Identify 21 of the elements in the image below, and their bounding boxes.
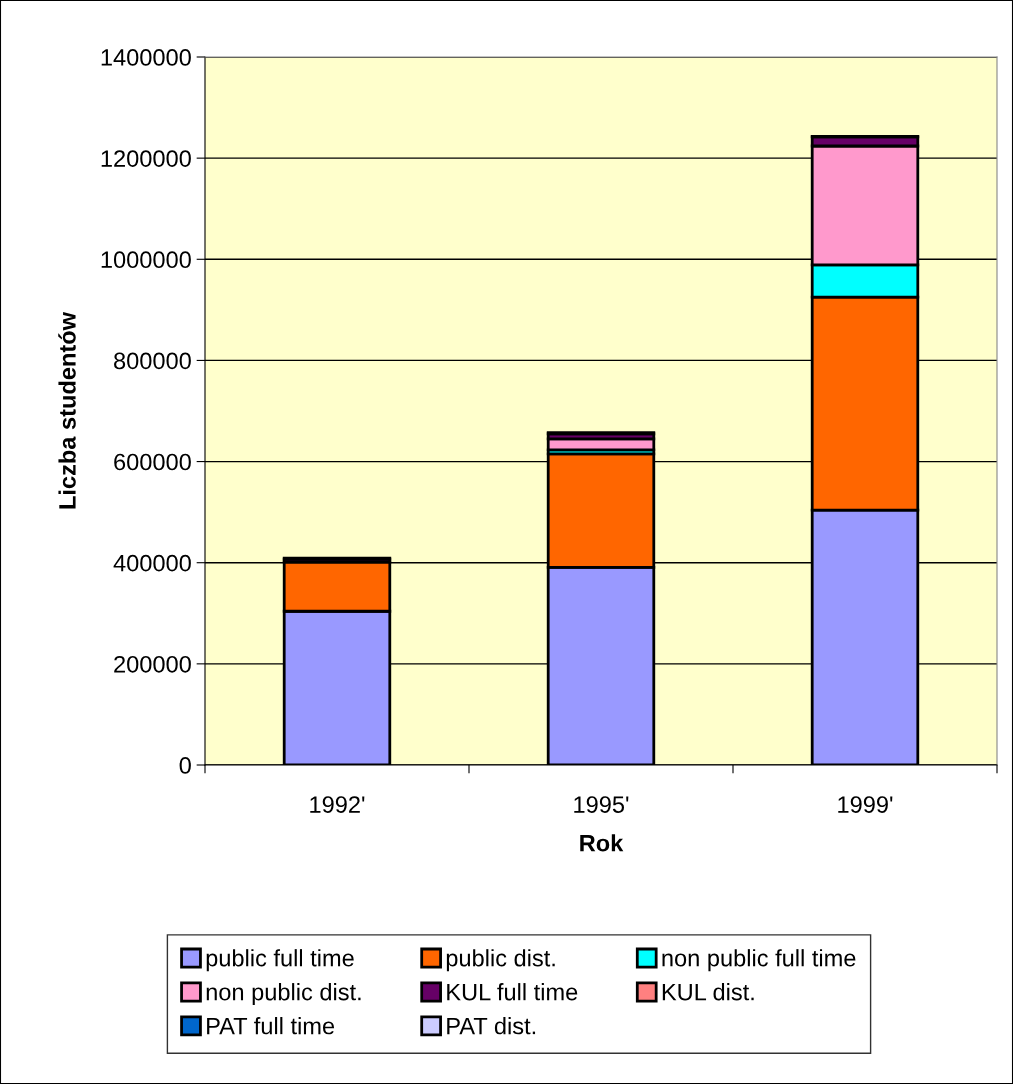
x-tick-label: 1995' [574,796,629,813]
legend-label: non public dist. [206,983,361,1006]
legend-label: KUL full time [447,983,578,1001]
legend-label: public dist. [446,949,555,972]
y-tick-label: 800000 [114,352,191,370]
y-tick-label: 1400000 [101,49,191,66]
legend-label: PAT full time [207,1017,335,1035]
y-axis-title: Liczba studentów [58,311,76,509]
x-tick-label: 1992' [310,796,365,813]
y-tick-label: 1000000 [101,251,191,269]
y-tick-label: 0 [179,757,191,774]
y-tick-label: 400000 [113,554,191,572]
y-tick-label: 1200000 [101,150,191,167]
y-tick-label: 600000 [114,453,191,471]
legend-label: KUL dist. [662,983,754,1001]
x-axis-title: Rok [580,834,624,852]
y-tick-label: 200000 [114,655,191,673]
x-tick-label: 1999' [838,796,893,813]
legend-label: non public full time [662,949,856,972]
legend-label: public full time [206,949,354,972]
legend-label: PAT dist. [447,1017,536,1035]
